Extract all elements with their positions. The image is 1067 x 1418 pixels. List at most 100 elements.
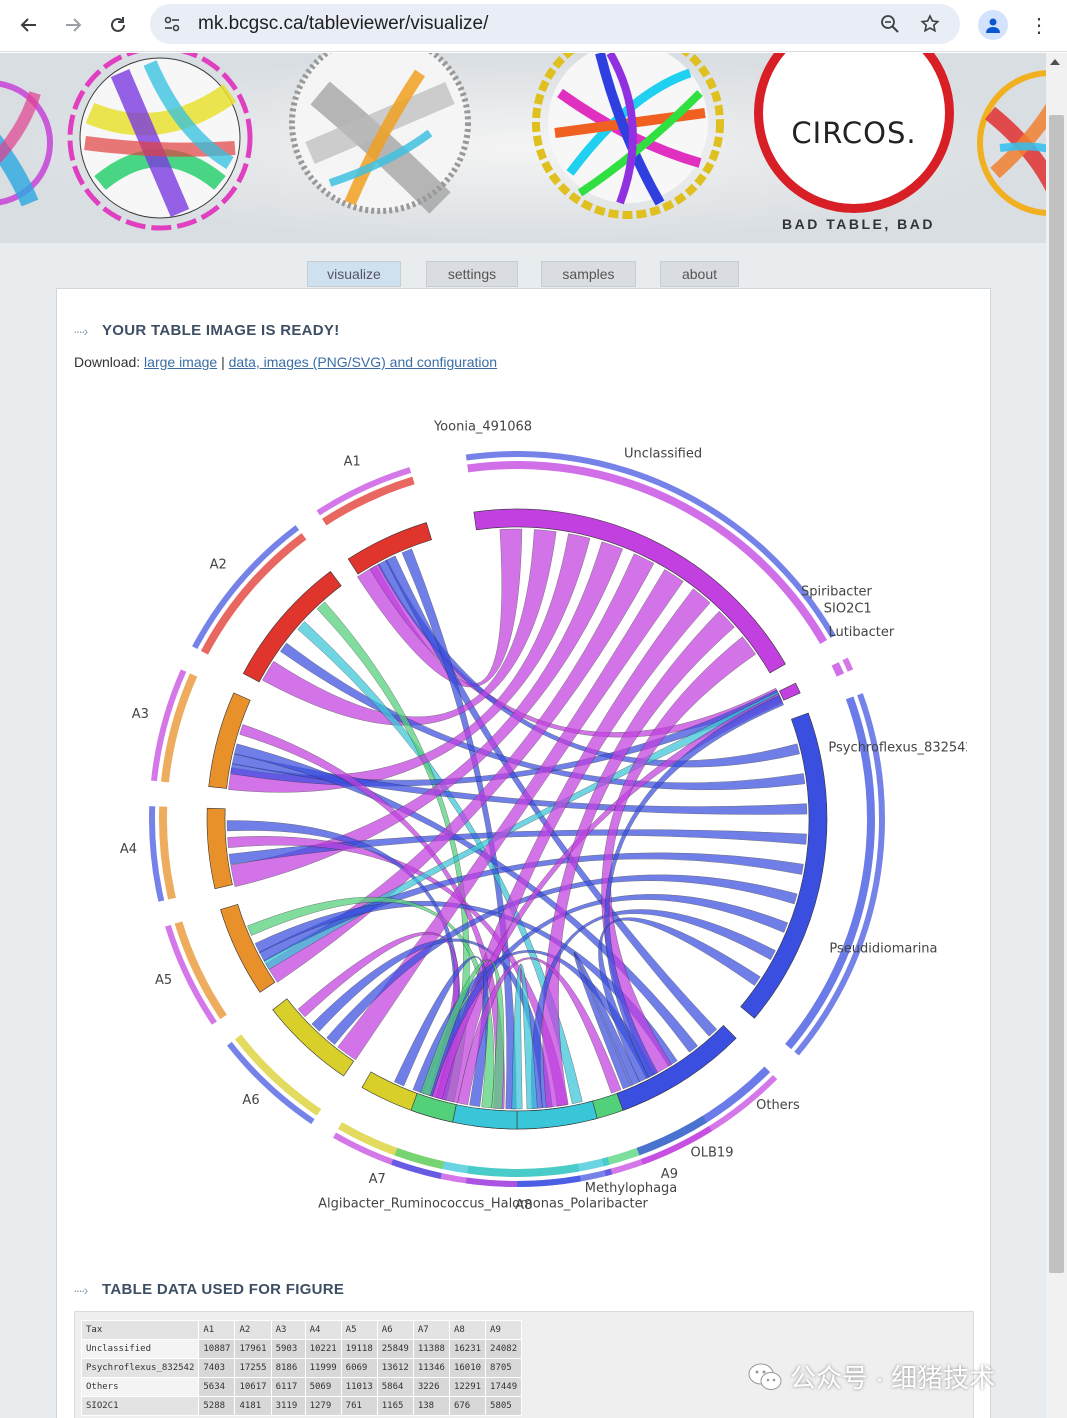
reload-button[interactable]	[101, 8, 135, 42]
circos-label: Others	[756, 1098, 800, 1113]
circos-outer-track	[234, 1034, 322, 1116]
download-prefix: Download:	[74, 354, 141, 370]
circos-segment	[616, 1025, 737, 1111]
circos-ribbon	[604, 695, 784, 1078]
tab-visualize[interactable]: visualize	[307, 261, 401, 287]
data-table-container: Tax A1 A2 A3 A4 A5 A6 A7 A8 A9 Unclassif…	[74, 1311, 974, 1418]
circos-figure: A1 A2 A3 A4 A5 A6 A7 A8 A9 Yoonia_491068 Unclassif…	[120, 419, 967, 1212]
circos-label: A6	[242, 1093, 259, 1108]
table-cell: 5069	[304, 1377, 342, 1397]
profile-avatar[interactable]	[978, 10, 1008, 40]
back-button[interactable]	[12, 8, 46, 42]
circos-label: Spiribacter	[801, 584, 873, 599]
table-cell: 5634	[198, 1377, 236, 1397]
watermark: 公众号 · 细猪技术	[748, 1358, 995, 1395]
scroll-thumb[interactable]	[1049, 115, 1064, 1273]
table-cell: 3119	[270, 1396, 306, 1416]
tab-settings[interactable]: settings	[426, 261, 518, 287]
zoom-icon[interactable]	[878, 12, 902, 36]
table-header: A4	[304, 1320, 342, 1340]
circos-label: A7	[369, 1172, 386, 1187]
table-row: Unclassified 10887 17961 5903 10221 1911…	[80, 1339, 523, 1359]
table-cell: 10221	[304, 1339, 342, 1359]
circos-outer-track	[391, 1159, 442, 1179]
circos-outer-track	[165, 924, 217, 1025]
banner-circos-graphics	[0, 53, 1046, 243]
forward-arrow-icon	[66, 18, 82, 32]
circos-label: A2	[210, 557, 227, 572]
circos-outer-track	[636, 1066, 771, 1156]
person-icon	[986, 18, 1000, 33]
large-image-link[interactable]: large image	[144, 354, 218, 370]
scroll-up-arrow-icon[interactable]	[1050, 59, 1060, 65]
table-cell: 17449	[485, 1377, 523, 1397]
table-cell: 11013	[340, 1377, 378, 1397]
download-line: Download: large image | data, images (PN…	[74, 354, 497, 370]
table-header: A1	[198, 1320, 236, 1340]
circos-label: A3	[132, 707, 149, 722]
forward-button[interactable]	[56, 8, 90, 42]
circos-outer-track	[227, 1041, 315, 1125]
table-cell: 12291	[448, 1377, 487, 1397]
banner-circos-3	[289, 53, 471, 214]
circos-label: Unclassified	[624, 446, 702, 461]
circos-label: Algibacter_Ruminococcus_Halomonas_Polari…	[318, 1197, 648, 1212]
tab-samples[interactable]: samples	[541, 261, 636, 287]
circos-label: Methylophaga	[585, 1181, 678, 1196]
browser-toolbar: mk.bcgsc.ca/tableviewer/visualize/ ⋮	[0, 0, 1067, 52]
table-cell: Psychroflexus_832542	[80, 1358, 200, 1378]
table-row: SIO2C1 5288 4181 3119 1279 761 1165 138 …	[80, 1396, 523, 1416]
circos-label: Pseudidiomarina	[829, 941, 937, 956]
table-header: Tax	[80, 1320, 200, 1340]
url-text: mk.bcgsc.ca/tableviewer/visualize/	[198, 13, 489, 34]
circos-logo[interactable]: CIRCOS.	[754, 53, 954, 213]
back-arrow-icon	[20, 18, 36, 32]
arrow-icon: ····›	[73, 323, 88, 339]
circos-outer-track	[831, 662, 845, 677]
circos-segment	[242, 571, 342, 683]
table-cell: 10617	[234, 1377, 272, 1397]
table-cell: 25849	[376, 1339, 414, 1359]
table-cell: 13612	[376, 1358, 414, 1378]
table-header: A5	[340, 1320, 378, 1340]
tab-about[interactable]: about	[660, 261, 739, 287]
logo-caption: BAD TABLE, BAD	[782, 216, 935, 232]
circos-ribbon	[297, 621, 583, 1104]
table-header: A7	[412, 1320, 450, 1340]
table-cell: 8186	[270, 1358, 306, 1378]
table-header: A9	[485, 1320, 523, 1340]
table-row: Psychroflexus_832542 7403 17255 8186 119…	[80, 1358, 523, 1378]
logo-text: CIRCOS.	[791, 116, 917, 150]
circos-segment	[206, 807, 233, 890]
wechat-icon	[748, 1363, 782, 1390]
circos-outer-track	[842, 657, 854, 672]
bookmark-star-icon[interactable]	[918, 12, 942, 36]
address-bar[interactable]: mk.bcgsc.ca/tableviewer/visualize/	[150, 4, 960, 44]
circos-segment	[410, 1093, 457, 1123]
table-cell: 16231	[448, 1339, 487, 1359]
scrollbar[interactable]	[1046, 53, 1067, 1418]
circos-outer-track	[322, 476, 415, 526]
circos-outer-track	[517, 1168, 613, 1187]
data-images-config-link[interactable]: data, images (PNG/SVG) and configuration	[228, 354, 498, 370]
circos-outer-track	[785, 696, 876, 1050]
circos-segment	[208, 692, 251, 789]
menu-kebab-icon[interactable]: ⋮	[1029, 14, 1049, 37]
circos-label: A5	[155, 973, 172, 988]
site-info-icon[interactable]	[160, 12, 184, 36]
circos-ribbon	[531, 909, 776, 1109]
circos-label: A4	[120, 842, 137, 857]
circos-label: Yoonia_491068	[433, 419, 532, 434]
table-cell: 1165	[376, 1396, 414, 1416]
circos-segment	[347, 522, 433, 575]
circos-ribbon	[239, 724, 505, 1109]
banner-circos-5	[977, 70, 1046, 216]
table-header: A3	[270, 1320, 306, 1340]
banner-circos-1	[0, 80, 53, 207]
circos-outer-track	[159, 806, 176, 900]
circos-label: Psychroflexus_832542	[828, 740, 967, 755]
table-cell: 5864	[376, 1377, 414, 1397]
circos-outer-track	[174, 921, 227, 1020]
circos-outer-track	[640, 1074, 778, 1165]
circos-outer-track	[442, 1161, 517, 1177]
